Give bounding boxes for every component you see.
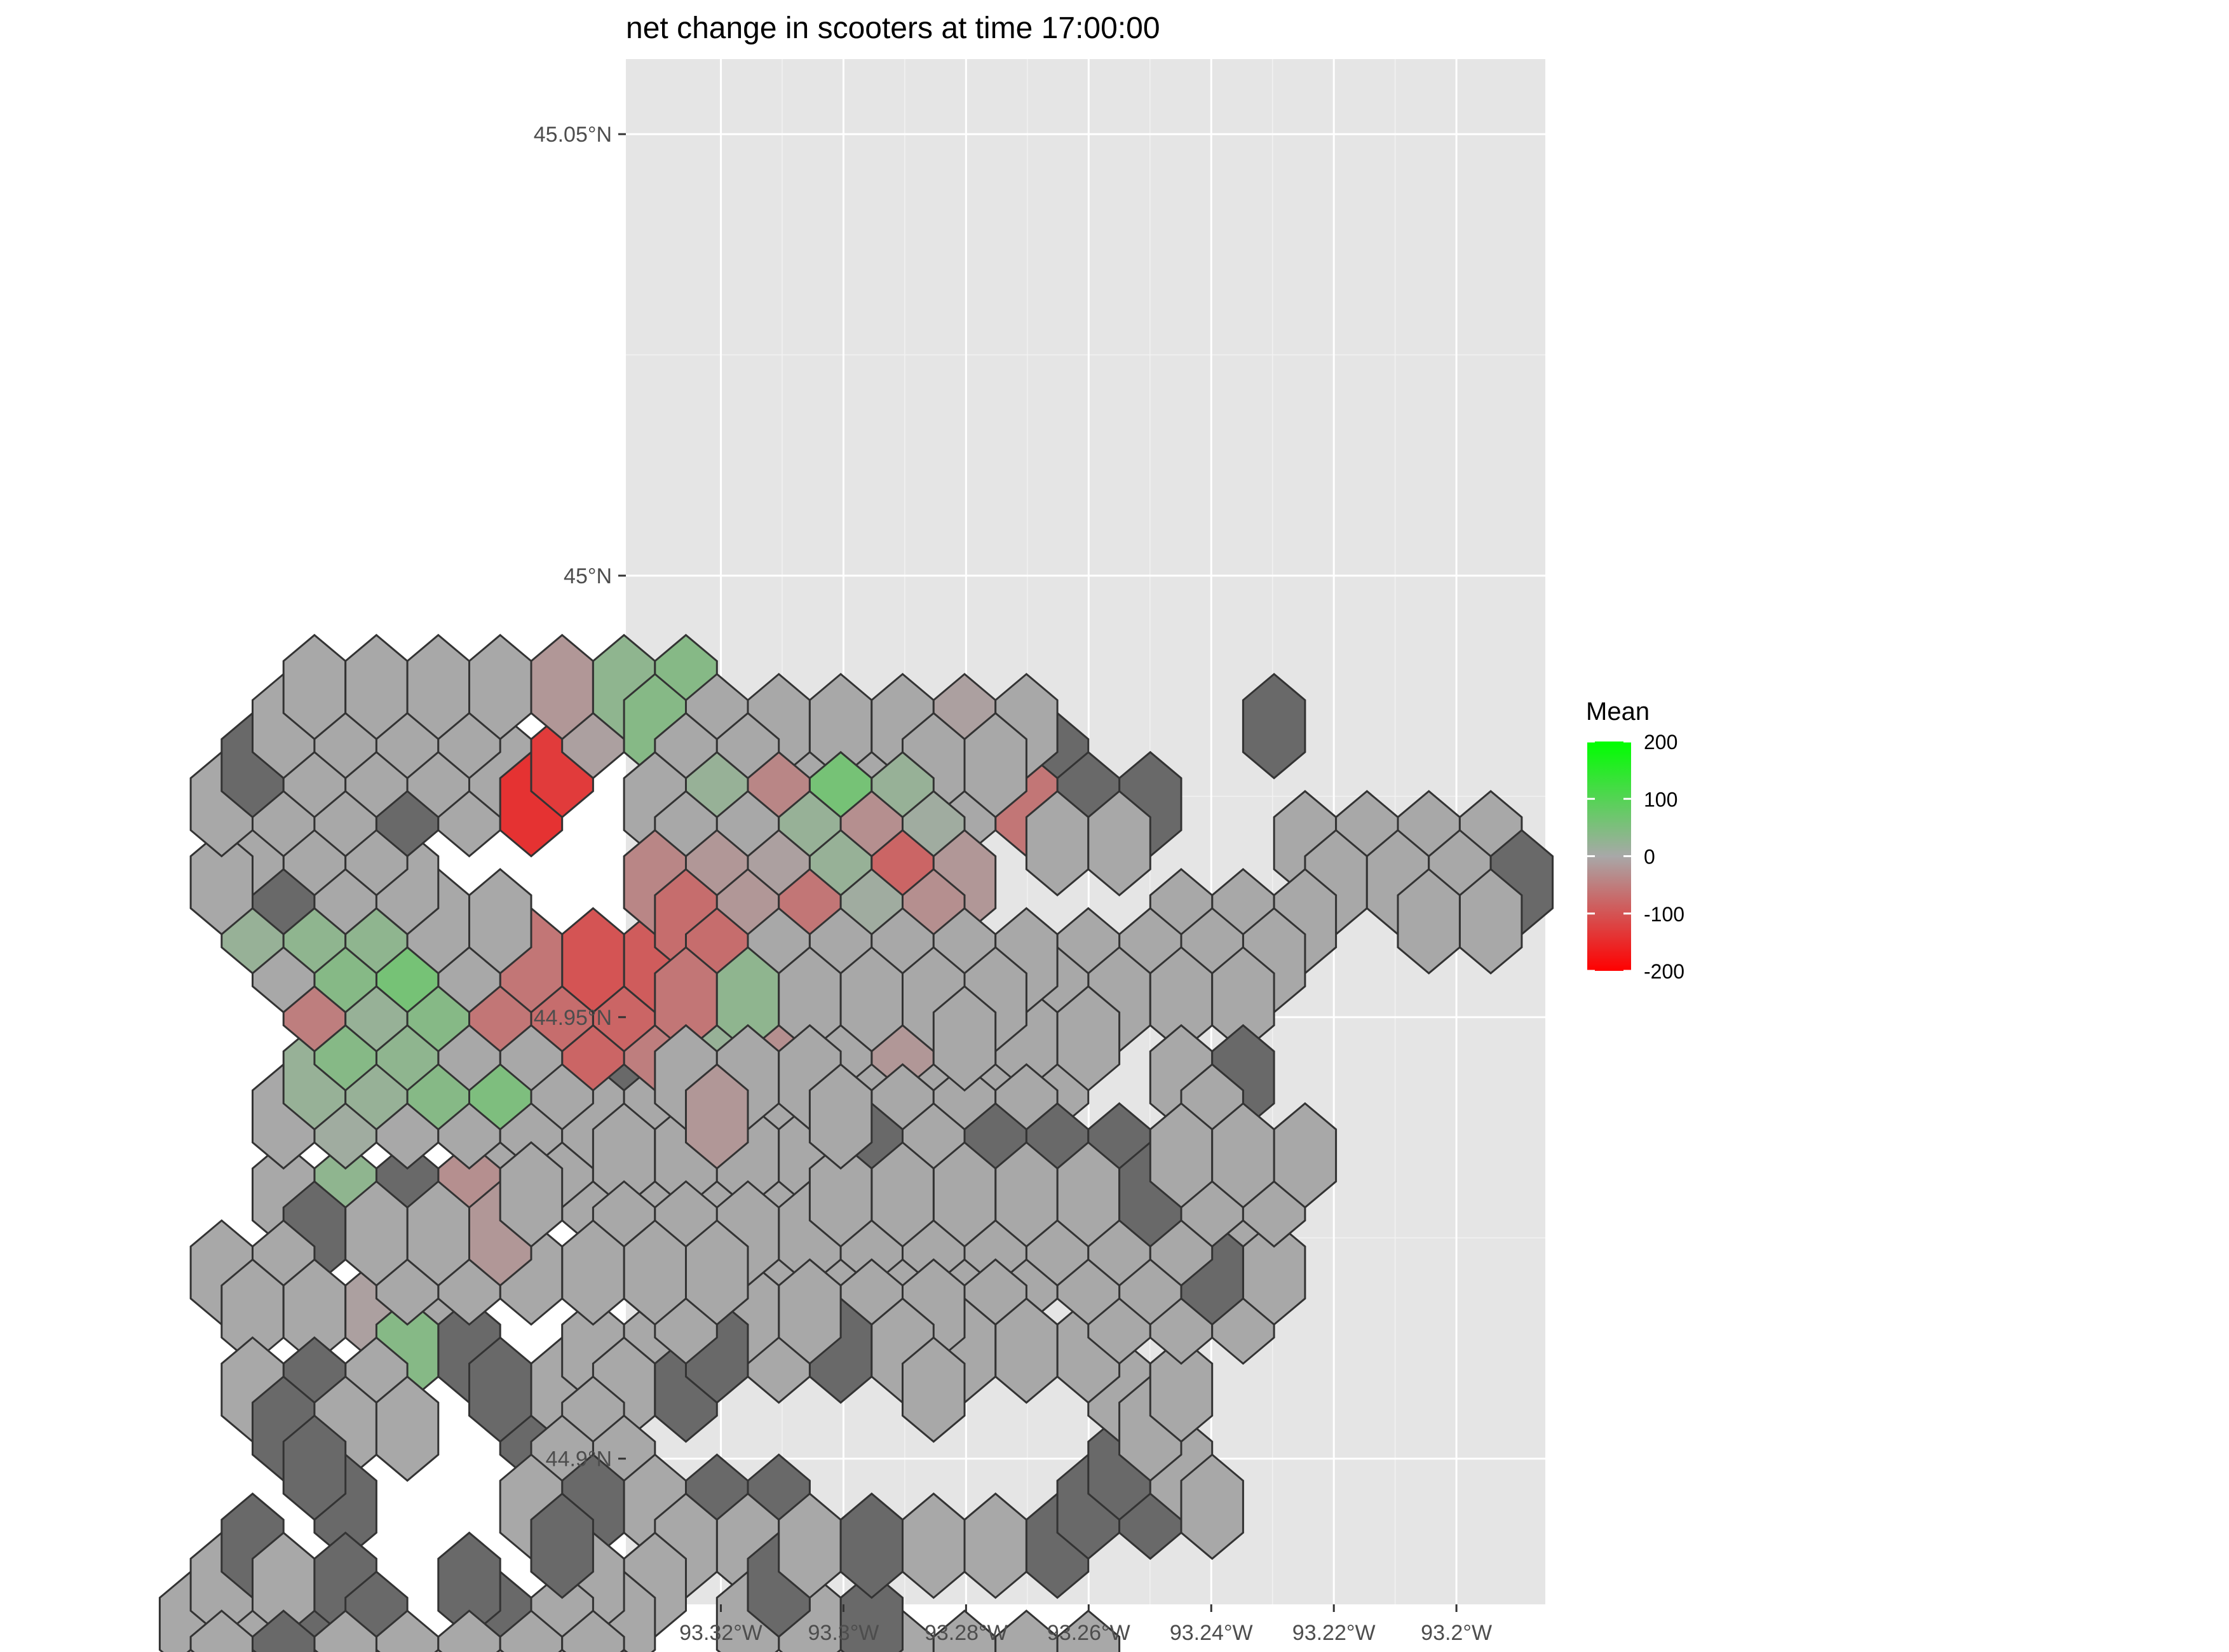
hex-cell bbox=[902, 1336, 966, 1443]
hex-cell bbox=[808, 1063, 873, 1170]
hex-cell bbox=[685, 1219, 749, 1326]
x-tick-label: 93.26°W bbox=[1047, 1621, 1130, 1645]
hex-cell bbox=[558, 1648, 567, 1652]
hex-cell bbox=[1397, 868, 1461, 975]
x-axis: 93.32°W 93.3°W 93.28°W 93.26°W 93.24°W 93.22°… bbox=[679, 1604, 1492, 1645]
hex-cell bbox=[932, 985, 997, 1092]
legend-ticks: 200 100 0 -100 -200 bbox=[1587, 731, 1684, 983]
hex-cell bbox=[434, 1648, 443, 1652]
legend-title: Mean bbox=[1586, 698, 1650, 726]
legend: Mean 200 100 0 -100 -200 bbox=[1586, 698, 1684, 983]
legend-tick-label: 200 bbox=[1644, 731, 1677, 754]
hex-cell bbox=[1087, 790, 1151, 897]
hex-cell bbox=[468, 868, 532, 975]
hex-cell bbox=[1056, 985, 1121, 1092]
hex-cell bbox=[344, 1180, 409, 1287]
y-tick-label: 45.05°N bbox=[534, 123, 612, 147]
x-tick-label: 93.22°W bbox=[1292, 1621, 1376, 1645]
y-tick-label: 45°N bbox=[564, 564, 612, 588]
chart-title: net change in scooters at time 17:00:00 bbox=[626, 11, 1160, 45]
hex-cell bbox=[186, 1648, 195, 1652]
hex-layer bbox=[158, 633, 1554, 1652]
hex-cell bbox=[561, 1609, 625, 1652]
legend-tick-label: -100 bbox=[1644, 903, 1684, 926]
x-tick-label: 93.3°W bbox=[808, 1621, 879, 1645]
hex-cell bbox=[808, 1141, 873, 1248]
legend-tick-label: -200 bbox=[1644, 960, 1684, 983]
y-tick-label: 44.9°N bbox=[546, 1447, 612, 1472]
hex-cell bbox=[1180, 1453, 1244, 1561]
hex-cell bbox=[963, 712, 1027, 819]
legend-tick-label: 0 bbox=[1644, 846, 1655, 869]
y-axis: 44.9°N 44.95°N 45°N 45.05°N bbox=[534, 123, 626, 1472]
hex-cell bbox=[189, 829, 254, 936]
hex-cell bbox=[189, 1609, 254, 1652]
hex-cell bbox=[1242, 672, 1306, 780]
hex-cell bbox=[375, 1375, 440, 1482]
legend-tick-label: 100 bbox=[1644, 788, 1677, 811]
hex-cell bbox=[1211, 1102, 1275, 1209]
hex-cell bbox=[496, 1648, 505, 1652]
x-tick-label: 93.24°W bbox=[1170, 1621, 1253, 1645]
hex-cell bbox=[282, 1414, 347, 1521]
hex-cell bbox=[620, 1648, 628, 1652]
hex-cell bbox=[1056, 1609, 1121, 1652]
hex-cell bbox=[685, 1063, 749, 1170]
x-tick-label: 93.28°W bbox=[925, 1621, 1008, 1645]
y-tick-label: 44.95°N bbox=[534, 1006, 612, 1030]
hex-cell bbox=[499, 1141, 564, 1248]
hex-cell bbox=[530, 1492, 594, 1599]
x-tick-label: 93.32°W bbox=[679, 1621, 762, 1645]
x-tick-label: 93.2°W bbox=[1421, 1621, 1492, 1645]
hex-cell bbox=[1149, 1336, 1214, 1443]
